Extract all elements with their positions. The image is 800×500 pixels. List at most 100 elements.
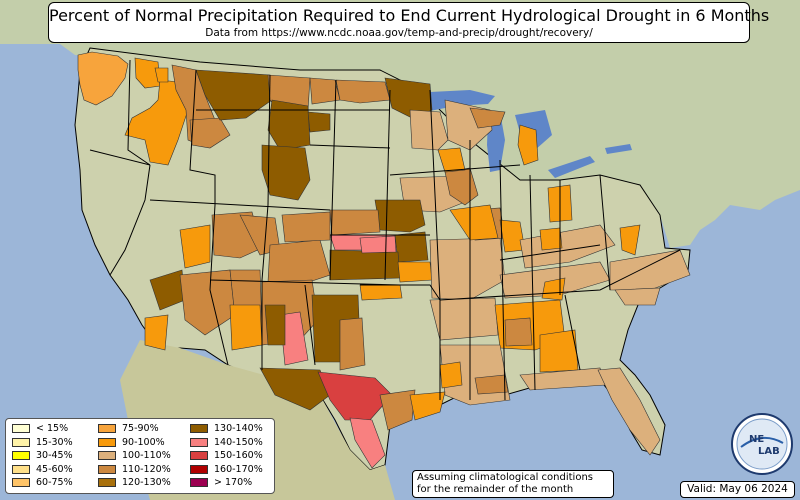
region-minn-central: [409, 109, 449, 151]
legend-item: 140-150%: [186, 436, 276, 450]
region-washington-east: [134, 57, 161, 89]
region-florida: [597, 367, 661, 456]
region-nebraska: [374, 199, 426, 233]
region-tn-orange: [541, 277, 566, 301]
region-ky-orange: [539, 227, 563, 251]
legend-item: 15-30%: [8, 436, 98, 450]
legend-label: 60-75%: [36, 477, 73, 489]
legend-item: 75-90%: [94, 422, 184, 436]
legend-item: 130-140%: [186, 422, 276, 436]
legend-item: < 15%: [8, 422, 98, 436]
region-washington: [77, 51, 129, 106]
legend-label: < 15%: [36, 423, 69, 435]
region-wyoming-south: [261, 144, 311, 201]
region-colorado: [267, 239, 331, 286]
legend-swatch: [12, 464, 30, 474]
logo-text-bottom: LAB: [758, 446, 780, 457]
lake-ontario: [605, 144, 632, 154]
legend-swatch: [12, 437, 30, 447]
legend-label: 75-90%: [122, 423, 159, 435]
legend-item: 45-60%: [8, 463, 98, 477]
legend-item: 110-120%: [94, 463, 184, 477]
region-oklahoma-pan: [359, 284, 403, 301]
region-ia-orange: [449, 204, 499, 241]
note-line-2: for the remainder of the month: [417, 484, 574, 495]
region-va: [619, 224, 641, 256]
legend-swatch: [98, 424, 116, 434]
legend-swatch: [98, 451, 116, 461]
map-title: Percent of Normal Precipitation Required…: [49, 6, 770, 25]
legend-item: 100-110%: [94, 449, 184, 463]
legend-item: 120-130%: [94, 476, 184, 490]
region-arkansas: [429, 297, 499, 341]
region-colorado-e: [281, 211, 331, 243]
legend: < 15% 15-30% 30-45% 45-60% 60-75% 75-90% 90-1…: [5, 418, 275, 494]
valid-date: Valid: May 06 2024: [680, 481, 795, 498]
legend-swatch: [12, 451, 30, 461]
legend-item: 150-160%: [186, 449, 276, 463]
legend-swatch: [98, 478, 116, 488]
region-mich-lower: [517, 124, 539, 166]
legend-label: 15-30%: [36, 436, 73, 448]
legend-label: 30-45%: [36, 450, 73, 462]
legend-swatch: [190, 478, 208, 488]
region-tx-west: [259, 367, 331, 411]
legend-item: 60-75%: [8, 476, 98, 490]
legend-label: > 170%: [214, 477, 253, 489]
region-al-brown: [504, 317, 533, 347]
legend-label: 160-170%: [214, 463, 263, 475]
legend-item: 30-45%: [8, 449, 98, 463]
region-az-orange: [229, 304, 263, 351]
region-kansas-s: [329, 249, 401, 281]
legend-item: 90-100%: [94, 436, 184, 450]
nevada-lab-logo: NE LAB: [731, 413, 793, 475]
region-kansas-e: [394, 231, 429, 263]
region-ga: [539, 329, 579, 373]
legend-swatch: [190, 424, 208, 434]
region-tx-orange: [409, 391, 446, 421]
region-nm-brown: [264, 304, 286, 346]
legend-item: 160-170%: [186, 463, 276, 477]
legend-label: 45-60%: [36, 463, 73, 475]
legend-swatch: [12, 424, 30, 434]
region-ca-central: [144, 314, 169, 351]
region-ne-tx-pan: [359, 235, 397, 254]
legend-label: 100-110%: [122, 450, 171, 462]
state-borders: [89, 59, 681, 401]
lake-erie: [548, 156, 595, 178]
title-box: Percent of Normal Precipitation Required…: [48, 2, 770, 43]
region-az-north: [179, 269, 236, 336]
region-sc: [614, 287, 661, 306]
note-line-1: Assuming climatological conditions: [417, 472, 593, 483]
legend-swatch: [98, 464, 116, 474]
region-wi-south: [437, 147, 466, 173]
map-subtitle: Data from https://www.ncdc.noaa.gov/temp…: [205, 27, 593, 39]
legend-label: 150-160%: [214, 450, 263, 462]
legend-swatch: [190, 437, 208, 447]
legend-label: 120-130%: [122, 477, 171, 489]
region-tx-south: [349, 417, 386, 469]
legend-swatch: [190, 464, 208, 474]
legend-column-2: 75-90% 90-100% 100-110% 110-120% 120-130%: [94, 422, 184, 490]
region-nm-pink: [279, 311, 309, 366]
drought-regions: [77, 51, 691, 469]
region-wyoming-sm: [307, 111, 331, 133]
region-nebraska-w: [329, 209, 381, 236]
region-la-orange: [439, 361, 463, 389]
legend-swatch: [12, 478, 30, 488]
legend-column-3: 130-140% 140-150% 150-160% 160-170% > 170%: [186, 422, 276, 490]
legend-item: > 170%: [186, 476, 276, 490]
legend-label: 110-120%: [122, 463, 171, 475]
legend-label: 130-140%: [214, 423, 263, 435]
note-box: Assuming climatological conditions for t…: [412, 470, 614, 498]
legend-column-1: < 15% 15-30% 30-45% 45-60% 60-75%: [8, 422, 98, 490]
region-montana-ne: [335, 79, 391, 104]
region-wa-orange-small: [154, 67, 169, 83]
region-tx-central: [339, 317, 366, 371]
legend-swatch: [190, 451, 208, 461]
logo-text-top: NE: [749, 434, 764, 445]
legend-swatch: [98, 437, 116, 447]
legend-label: 90-100%: [122, 436, 165, 448]
